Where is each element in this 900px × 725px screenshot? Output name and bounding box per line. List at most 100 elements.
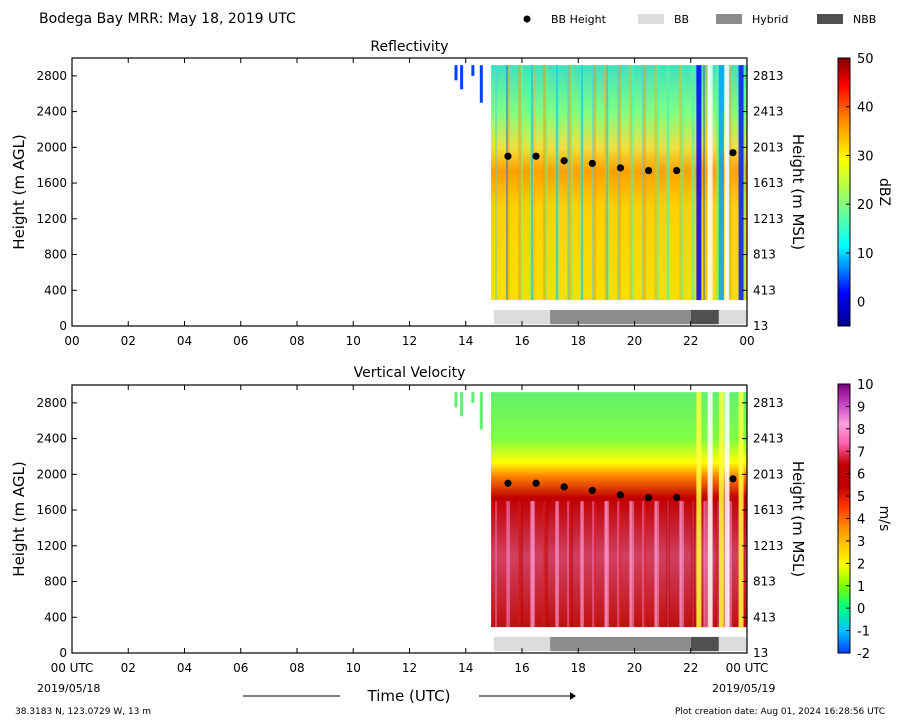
bb-height-point xyxy=(560,483,568,491)
legend-marker-bb-height xyxy=(523,15,531,23)
heatmap-streak xyxy=(569,65,574,301)
late-column xyxy=(724,392,730,628)
x-tick-label: 08 xyxy=(289,334,304,348)
bb-height-point xyxy=(644,493,653,502)
heatmap-streak xyxy=(606,501,609,628)
bb-type-segment xyxy=(718,309,747,325)
colorbar-tick-label: 9 xyxy=(857,400,865,415)
heatmap-streak xyxy=(556,65,559,301)
bb-height-point xyxy=(504,479,512,487)
early-echo xyxy=(454,392,458,408)
heatmap-streak xyxy=(606,65,609,301)
y-tick-label: 0 xyxy=(59,646,67,660)
colorbar-label: dBZ xyxy=(876,178,892,206)
y-tick-label: 400 xyxy=(44,283,67,297)
colorbar-tick-label: 4 xyxy=(857,513,865,528)
x-tick-label: 06 xyxy=(233,334,248,348)
y-tick-label: 1200 xyxy=(36,539,67,553)
xlabel-arrow-head xyxy=(570,692,576,700)
early-echo xyxy=(471,65,475,76)
heatmap-streak xyxy=(704,65,708,301)
x-tick-label: 10 xyxy=(346,661,361,675)
heatmap-streak xyxy=(532,65,536,301)
early-echo xyxy=(471,392,475,403)
heatmap-streak xyxy=(569,501,574,628)
colorbar-tick-label: 10 xyxy=(857,247,874,262)
late-column xyxy=(718,65,724,301)
y-tick-label-right: 813 xyxy=(753,575,776,589)
heatmap-streak xyxy=(617,65,620,301)
heatmap-streak xyxy=(567,501,570,628)
colorbar-tick-label: -2 xyxy=(857,647,870,662)
x-tick-label: 00 xyxy=(64,334,79,348)
bb-type-segment xyxy=(690,636,719,652)
late-column xyxy=(696,392,702,628)
y-tick-label-right: 13 xyxy=(753,319,768,333)
y-tick-label-right: 13 xyxy=(753,646,768,660)
heatmap-streak xyxy=(630,65,635,301)
start-date-label: 2019/05/18 xyxy=(37,682,100,695)
legend-swatch-nbb xyxy=(817,14,843,24)
colorbar-label: m/s xyxy=(876,506,892,532)
heatmap-streak xyxy=(717,65,720,301)
y-tick-label: 2800 xyxy=(36,396,67,410)
bb-height-point xyxy=(532,479,540,487)
heatmap-streak xyxy=(568,501,572,628)
bb-height-point xyxy=(644,166,653,175)
y-tick-label-right: 1613 xyxy=(753,503,784,517)
bb-height-point xyxy=(673,493,681,502)
y-tick-label: 1200 xyxy=(36,212,67,226)
bb-height-point xyxy=(616,164,625,172)
heatmap-streak xyxy=(679,501,683,628)
heatmap-streak xyxy=(643,501,647,628)
heatmap-streak xyxy=(592,501,595,628)
heatmap-streak xyxy=(617,501,620,628)
heatmap-streak xyxy=(704,501,708,628)
colorbar-tick-label: 2 xyxy=(857,557,865,572)
heatmap-streak xyxy=(605,65,610,301)
x-tick-label: 06 xyxy=(233,661,248,675)
colorbar-tick-label: 10 xyxy=(857,378,874,393)
heatmap-streak xyxy=(703,501,706,628)
x-tick-label: 00 xyxy=(739,334,754,348)
y-tick-label: 2400 xyxy=(36,432,67,446)
late-column xyxy=(707,392,713,628)
heatmap-streak xyxy=(654,65,658,301)
x-tick-label: 16 xyxy=(514,334,529,348)
heatmap-streak xyxy=(716,65,721,301)
heatmap-streak xyxy=(729,65,733,301)
heatmap-streak xyxy=(692,65,695,301)
late-column xyxy=(707,65,713,301)
x-tick-label: 18 xyxy=(571,661,586,675)
heatmap-streak xyxy=(716,501,721,628)
legend-label: NBB xyxy=(853,13,876,26)
legend-swatch-hybrid xyxy=(716,14,742,24)
heatmap-streak xyxy=(642,65,645,301)
x-tick-label: 16 xyxy=(514,661,529,675)
location-label: 38.3183 N, 123.0729 W, 13 m xyxy=(15,707,151,717)
x-tick-label: 00 UTC xyxy=(51,661,94,675)
late-column xyxy=(738,392,744,628)
colorbar-tick-label: 1 xyxy=(857,580,865,595)
colorbar-tick-label: 7 xyxy=(857,445,865,460)
legend-swatch-bb xyxy=(638,14,664,24)
bb-height-point xyxy=(588,486,596,495)
heatmap-streak xyxy=(543,65,547,301)
heatmap-streak xyxy=(568,65,572,301)
bb-height-point xyxy=(729,149,737,157)
bb-height-point xyxy=(588,159,596,168)
colorbar-tick-label: -1 xyxy=(857,625,870,640)
y-tick-label-right: 2413 xyxy=(753,105,784,119)
y-tick-label: 2400 xyxy=(36,105,67,119)
heatmap-streak xyxy=(605,501,610,628)
heatmap-streak xyxy=(581,501,584,628)
heatmap-streak xyxy=(618,501,622,628)
heatmap-streak xyxy=(518,65,522,301)
x-tick-label: 22 xyxy=(683,334,698,348)
y-tick-label-right: 2013 xyxy=(753,467,784,481)
heatmap-streak xyxy=(703,65,706,301)
heatmap-streak xyxy=(667,65,670,301)
bb-height-point xyxy=(504,152,512,160)
